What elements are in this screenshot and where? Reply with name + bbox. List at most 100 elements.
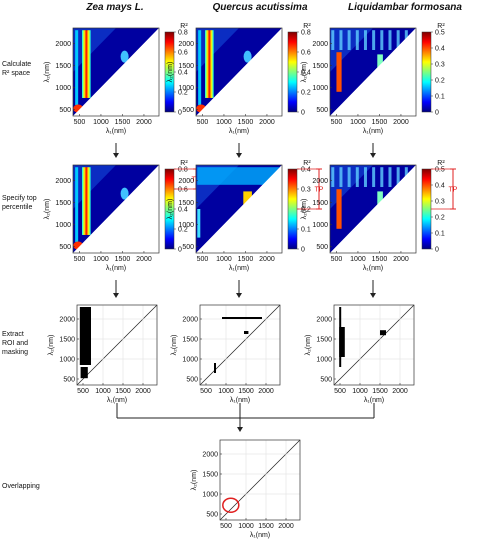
r1-quercus-colorbar-tick-label: 0.6 — [301, 50, 311, 57]
r1-liquid-colorbar-tick-label: 0.5 — [435, 30, 445, 37]
r3-zea-roi — [79, 307, 91, 365]
r1-zea-empty-half — [73, 28, 159, 116]
r1-quercus-ytick-label: 1500 — [178, 63, 194, 70]
r1-quercus-xtick-label: 2000 — [259, 119, 275, 126]
r1-liquid-ytick-label: 500 — [316, 107, 328, 114]
species-title-liquidambar: Liquidambar formosana — [348, 2, 462, 13]
r3-zea-ytick-label: 1000 — [59, 357, 75, 364]
r1-quercus-empty-half — [196, 28, 282, 116]
r1-liquid-xtick-label: 1000 — [350, 119, 366, 126]
r1-liquid-stripe — [388, 30, 392, 50]
r3-zea-roi — [80, 367, 88, 379]
r3-quercus-xtick-label: 1500 — [238, 388, 254, 395]
r1-liquid-ytick-label: 2000 — [312, 41, 328, 48]
r2-liquid-tp-label: TP — [449, 187, 458, 194]
r1-quercus-ytick-label: 2000 — [178, 41, 194, 48]
r3-liquid-frame — [333, 304, 415, 386]
r3-quercus-xtick-label: 1000 — [218, 388, 234, 395]
r3-quercus-ytick-label: 2000 — [182, 317, 198, 324]
r1-zea-frame — [72, 27, 160, 117]
r2-quercus-xtick-label: 1500 — [238, 256, 254, 263]
r2-zea-cyan-stripe — [75, 167, 79, 242]
r3-zea-ylabel: λ₂(nm) — [48, 335, 55, 356]
r1-zea-ytick-label: 2000 — [55, 41, 71, 48]
r1-quercus-xlabel: λ₁(nm) — [229, 128, 249, 135]
r2-liquid-hot-stripe — [336, 189, 342, 229]
r2-quercus-colorbar-tick-label: 0.1 — [301, 227, 311, 234]
r1-quercus-colorbar-tick-label: 0 — [301, 110, 305, 117]
r2-quercus-empty-half — [196, 165, 282, 253]
overlap-ytick-label: 1000 — [202, 492, 218, 499]
r1-zea-xtick-label: 1500 — [115, 119, 131, 126]
r2-liquid-ytick-label: 1500 — [312, 200, 328, 207]
r2-liquid-stripe — [363, 167, 367, 187]
r3-liquid-roi — [339, 307, 342, 367]
overlap-xtick-label: 1500 — [258, 523, 274, 530]
step-calculate-line1: Calculate — [2, 61, 32, 68]
r2-quercus-xtick-label: 500 — [197, 256, 209, 263]
r1-liquid-stripe — [380, 30, 384, 50]
r2-liquid-colorbar-tick-label: 0 — [435, 247, 439, 254]
r2-quercus-xlabel: λ₁(nm) — [229, 265, 249, 272]
r2-quercus-xtick-label: 2000 — [259, 256, 275, 263]
arrow-row2-quercus-head — [236, 293, 242, 298]
species-title-zea: Zea mays L. — [86, 2, 144, 13]
arrow-overlap-head — [237, 427, 243, 432]
r2-liquid-stripe — [355, 167, 359, 187]
r3-liquid-xlabel: λ₁(nm) — [364, 397, 384, 404]
r1-liquid-hot-stripe — [336, 52, 342, 92]
species-title-quercus: Quercus acutissima — [212, 2, 308, 13]
r2-quercus-tp-label: TP — [315, 187, 324, 194]
overlap-ytick-label: 2000 — [202, 452, 218, 459]
overlap-ytick-label: 500 — [206, 512, 218, 519]
r1-liquid-stripe — [363, 30, 367, 50]
r2-quercus-band-top — [197, 167, 280, 185]
r1-quercus-xtick-label: 1500 — [238, 119, 254, 126]
overlap-xtick-label: 500 — [220, 523, 232, 530]
r3-zea-xtick-label: 500 — [77, 388, 89, 395]
r2-quercus-ytick-label: 2000 — [178, 178, 194, 185]
r3-zea-frame — [76, 304, 158, 386]
r3-liquid-ytick-label: 500 — [320, 377, 332, 384]
r2-liquid-stripe — [331, 167, 335, 187]
r1-liquid-xtick-label: 1500 — [372, 119, 388, 126]
arrow-row2-liquid-head — [370, 293, 376, 298]
r2-liquid-stripe — [396, 167, 400, 187]
r1-quercus-xtick-label: 1000 — [216, 119, 232, 126]
r1-quercus-feature — [243, 50, 252, 63]
r3-quercus-roi — [214, 363, 216, 373]
r3-liquid-diagonal — [333, 304, 415, 386]
r2-liquid-colorbar-title: R² — [437, 160, 445, 167]
r1-quercus-ytick-label: 1000 — [178, 85, 194, 92]
r2-zea-colorbar-tick-label: 0.6 — [178, 187, 188, 194]
arrow-row1-zea-head — [113, 153, 119, 158]
r3-liquid-xtick-label: 1000 — [352, 388, 368, 395]
r2-quercus-colorbar-tick-label: 0.4 — [301, 167, 311, 174]
r2-liquid-frame — [329, 164, 417, 254]
r2-liquid-xtick-label: 500 — [331, 256, 343, 263]
step-label-overlap: Overlapping — [2, 482, 40, 491]
r1-zea-ylabel: λ₂(nm) — [44, 62, 51, 83]
r2-quercus-frame — [195, 164, 283, 254]
overlap-diagonal — [219, 439, 301, 521]
r2-zea-feature — [120, 187, 129, 200]
r1-zea-xtick-label: 500 — [74, 119, 86, 126]
r1-quercus-hot-stripe — [205, 30, 214, 98]
arrow-row2-zea-head — [113, 293, 119, 298]
r2-liquid-colorbar-tick-label: 0.3 — [435, 199, 445, 206]
r2-quercus-colorbar-tick-label: 0.3 — [301, 187, 311, 194]
r1-zea-colorbar-tick-label: 0.8 — [178, 30, 188, 37]
r1-liquid-colorbar-tick-label: 0.3 — [435, 62, 445, 69]
r2-zea-ytick-label: 500 — [59, 244, 71, 251]
overlap-xtick-label: 1000 — [238, 523, 254, 530]
r2-liquid-xtick-label: 1000 — [350, 256, 366, 263]
r3-liquid-xtick-label: 2000 — [392, 388, 408, 395]
r2-zea-xtick-label: 500 — [74, 256, 86, 263]
r1-liquid-stripe — [372, 30, 376, 50]
r2-liquid-ylabel: λ₂(nm) — [301, 199, 308, 220]
r2-liquid-ytick-label: 1000 — [312, 222, 328, 229]
overlap-highlight-circle — [222, 497, 240, 513]
r2-quercus-band-left — [197, 209, 201, 238]
r2-liquid-colorbar-tick-label: 0.5 — [435, 167, 445, 174]
